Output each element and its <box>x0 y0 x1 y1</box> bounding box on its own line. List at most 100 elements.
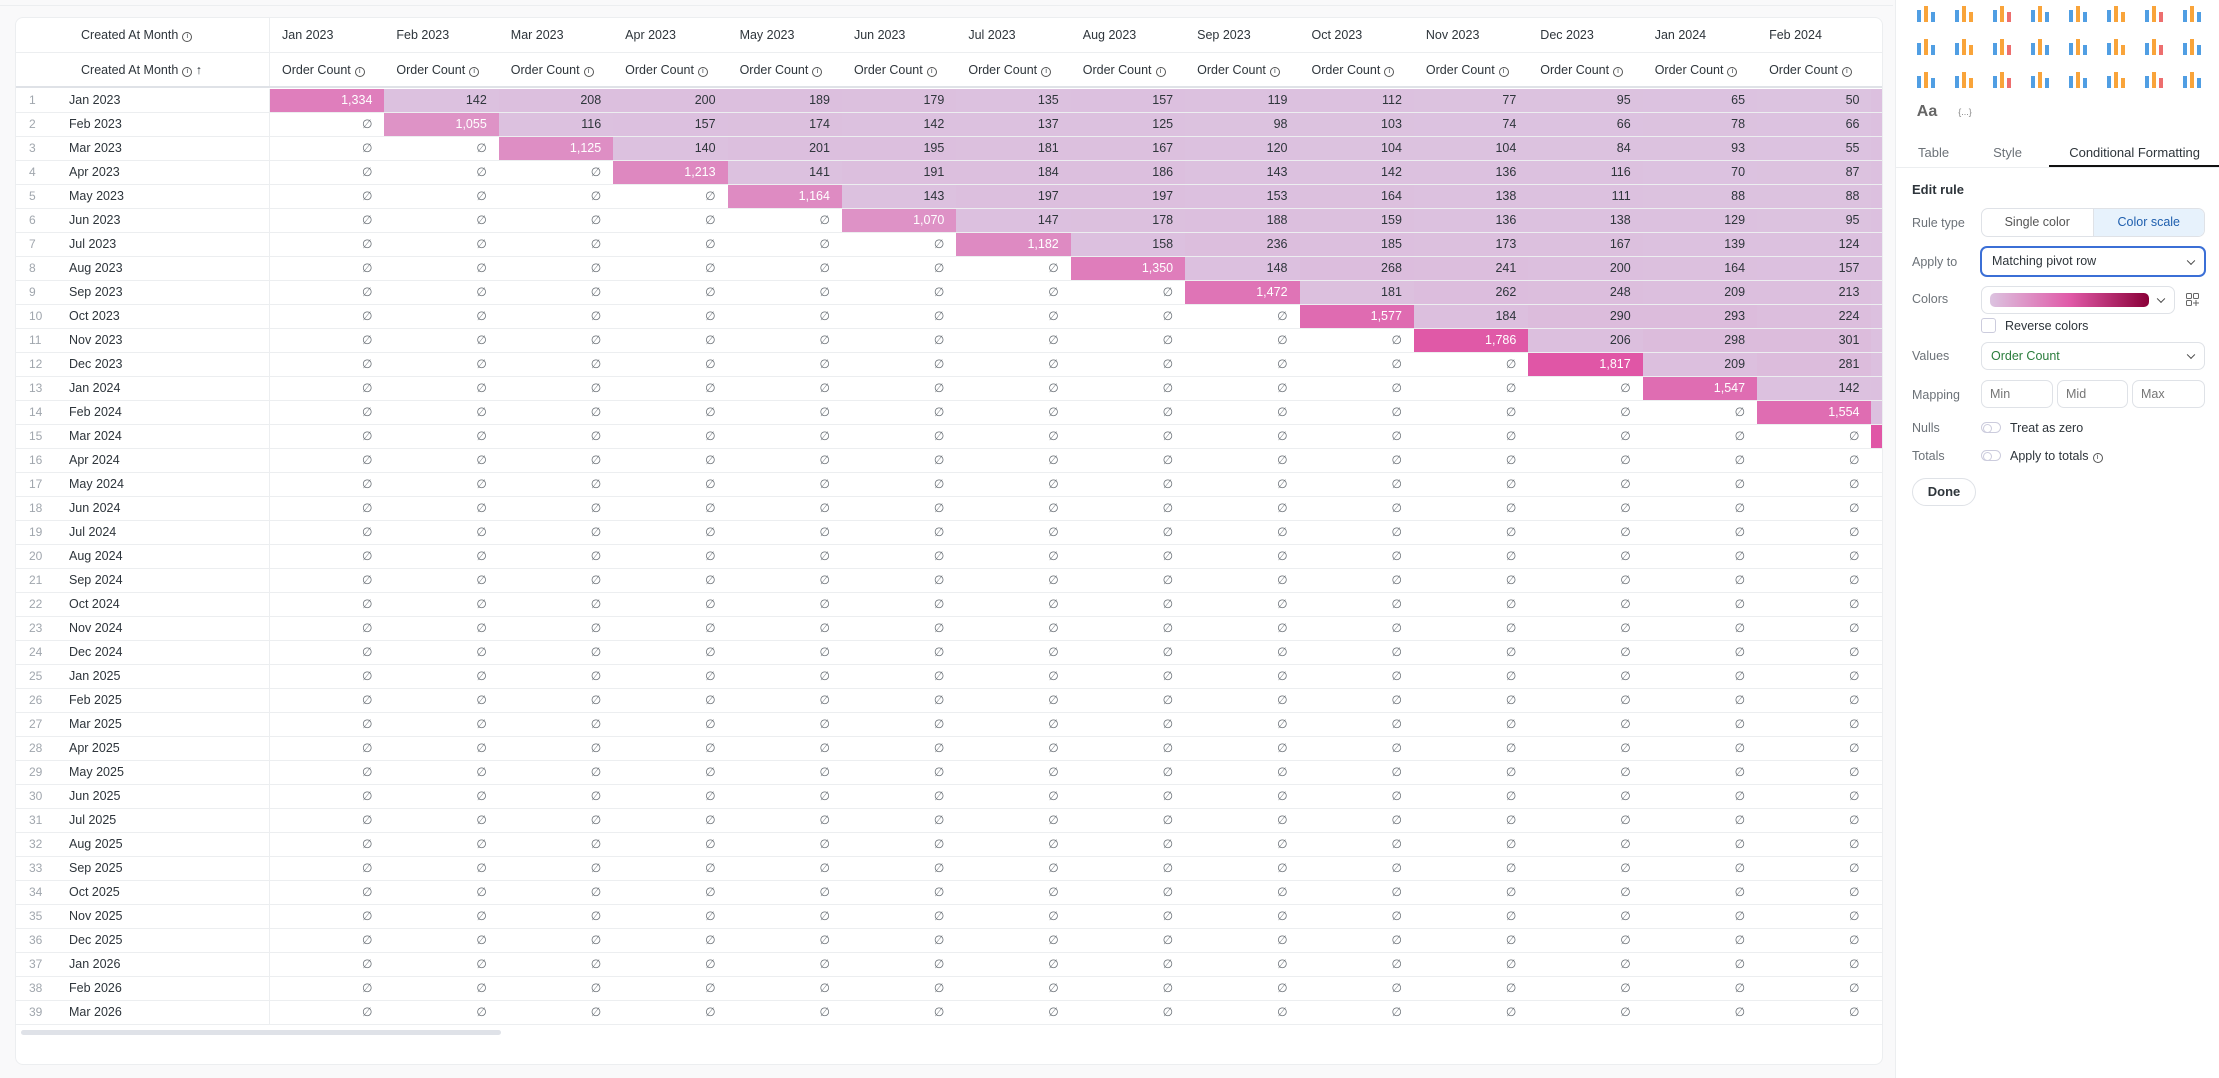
table-cell[interactable]: 1,055 <box>384 113 499 136</box>
table-cell[interactable]: ∅ <box>1162 933 1174 947</box>
table-cell[interactable]: ∅ <box>1277 621 1288 635</box>
tab-conditional-formatting[interactable]: Conditional Formatting <box>2049 140 2219 167</box>
table-cell[interactable]: ∅ <box>1162 597 1174 611</box>
table-cell[interactable]: ∅ <box>1048 933 1059 947</box>
heatmap-icon[interactable] <box>2142 35 2168 57</box>
table-cell[interactable]: ∅ <box>476 981 487 995</box>
combo-chart-icon[interactable] <box>1952 2 1978 24</box>
table-cell[interactable]: ∅ <box>476 453 487 467</box>
table-cell[interactable]: ∅ <box>1734 501 1746 515</box>
info-icon[interactable]: i <box>1727 67 1738 77</box>
table-cell[interactable]: ∅ <box>705 237 716 251</box>
table-cell[interactable] <box>1871 113 1882 136</box>
table-cell[interactable]: 112 <box>1299 89 1414 112</box>
column-header[interactable]: Dec 2023 <box>1540 28 1594 42</box>
table-cell[interactable]: ∅ <box>476 501 487 515</box>
table-cell[interactable]: ∅ <box>1162 477 1174 491</box>
table-cell[interactable]: 293 <box>1642 305 1758 328</box>
table-cell[interactable]: ∅ <box>1277 549 1288 563</box>
table-cell[interactable]: ∅ <box>1505 573 1517 587</box>
table-cell[interactable]: ∅ <box>1391 621 1402 635</box>
table-cell[interactable]: ∅ <box>1162 813 1174 827</box>
table-cell[interactable]: ∅ <box>819 933 830 947</box>
table-cell[interactable]: 241 <box>1413 257 1529 280</box>
table-cell[interactable]: ∅ <box>1849 645 1860 659</box>
table-cell[interactable]: ∅ <box>1391 909 1402 923</box>
table-cell[interactable]: ∅ <box>819 885 830 899</box>
table-cell[interactable]: ∅ <box>1734 597 1746 611</box>
table-cell[interactable]: ∅ <box>1391 405 1402 419</box>
table-cell[interactable]: ∅ <box>1277 837 1288 851</box>
table-cell[interactable]: ∅ <box>1734 813 1746 827</box>
table-cell[interactable]: ∅ <box>933 765 945 779</box>
table-cell[interactable]: 191 <box>841 161 957 184</box>
table-cell[interactable]: ∅ <box>705 213 716 227</box>
info-icon[interactable]: i <box>697 67 708 77</box>
table-cell[interactable]: ∅ <box>1277 381 1288 395</box>
mapping-max-input[interactable] <box>2132 380 2205 408</box>
table-cell[interactable] <box>1871 1001 1882 1024</box>
table-cell[interactable]: ∅ <box>476 357 487 371</box>
table-cell[interactable]: ∅ <box>590 429 602 443</box>
table-cell[interactable]: ∅ <box>1048 837 1059 851</box>
table-cell[interactable]: ∅ <box>1620 933 1631 947</box>
table-cell[interactable]: ∅ <box>705 861 716 875</box>
table-cell[interactable]: 208 <box>498 89 614 112</box>
info-icon[interactable]: i <box>1613 67 1624 77</box>
table-cell[interactable]: ∅ <box>361 141 373 155</box>
table-cell[interactable]: ∅ <box>476 549 487 563</box>
table-cell[interactable] <box>1871 425 1882 448</box>
table-cell[interactable]: 84 <box>1528 137 1643 160</box>
table-cell[interactable]: ∅ <box>819 573 830 587</box>
table-cell[interactable]: 65 <box>1642 89 1758 112</box>
table-cell[interactable]: 164 <box>1642 257 1758 280</box>
table-cell[interactable] <box>1871 809 1882 832</box>
table-cell[interactable]: ∅ <box>1849 501 1860 515</box>
table-cell[interactable]: 111 <box>1528 185 1643 208</box>
table-cell[interactable]: ∅ <box>1505 765 1517 779</box>
table-cell[interactable]: 74 <box>1413 113 1529 136</box>
table-cell[interactable]: ∅ <box>1277 933 1288 947</box>
bar-chart-icon[interactable] <box>1914 2 1940 24</box>
table-cell[interactable]: ∅ <box>1849 717 1860 731</box>
table-cell[interactable]: ∅ <box>1734 1005 1746 1019</box>
info-icon[interactable]: i <box>1155 67 1166 77</box>
table-cell[interactable]: ∅ <box>1277 861 1288 875</box>
table-cell[interactable]: ∅ <box>933 717 945 731</box>
table-cell[interactable]: 116 <box>498 113 614 136</box>
table-cell[interactable]: ∅ <box>1391 573 1402 587</box>
table-cell[interactable]: ∅ <box>1162 693 1174 707</box>
table-cell[interactable]: ∅ <box>1048 573 1059 587</box>
custom-colors-icon[interactable] <box>2186 293 2199 306</box>
table-cell[interactable]: ∅ <box>1277 477 1288 491</box>
column-header[interactable]: Sep 2023 <box>1197 28 1251 42</box>
table-cell[interactable]: ∅ <box>819 789 830 803</box>
table-cell[interactable]: ∅ <box>1505 1005 1517 1019</box>
table-cell[interactable] <box>1871 497 1882 520</box>
table-cell[interactable]: ∅ <box>590 525 602 539</box>
table-cell[interactable] <box>1871 137 1882 160</box>
table-cell[interactable]: 188 <box>1185 209 1300 232</box>
table-cell[interactable]: 1,547 <box>1642 377 1758 400</box>
table-cell[interactable]: ∅ <box>476 189 487 203</box>
table-cell[interactable]: 95 <box>1757 209 1872 232</box>
table-cell[interactable]: ∅ <box>1849 957 1860 971</box>
table-cell[interactable]: ∅ <box>1734 549 1746 563</box>
table-cell[interactable]: ∅ <box>361 309 373 323</box>
table-cell[interactable]: 164 <box>1299 185 1414 208</box>
table-cell[interactable]: 1,334 <box>270 89 385 112</box>
table-cell[interactable] <box>1871 401 1882 424</box>
table-cell[interactable]: 141 <box>727 161 842 184</box>
table-cell[interactable]: ∅ <box>1734 693 1746 707</box>
table-cell[interactable]: ∅ <box>1849 789 1860 803</box>
table-cell[interactable]: ∅ <box>1391 813 1402 827</box>
table-cell[interactable]: ∅ <box>1620 885 1631 899</box>
table-cell[interactable]: ∅ <box>1505 597 1517 611</box>
box-plot-icon[interactable] <box>2142 68 2168 90</box>
table-cell[interactable]: ∅ <box>1849 693 1860 707</box>
table-cell[interactable]: ∅ <box>819 357 830 371</box>
table-cell[interactable]: ∅ <box>590 813 602 827</box>
table-cell[interactable]: 1,786 <box>1413 329 1529 352</box>
table-cell[interactable]: ∅ <box>933 741 945 755</box>
table-cell[interactable]: 206 <box>1528 329 1643 352</box>
